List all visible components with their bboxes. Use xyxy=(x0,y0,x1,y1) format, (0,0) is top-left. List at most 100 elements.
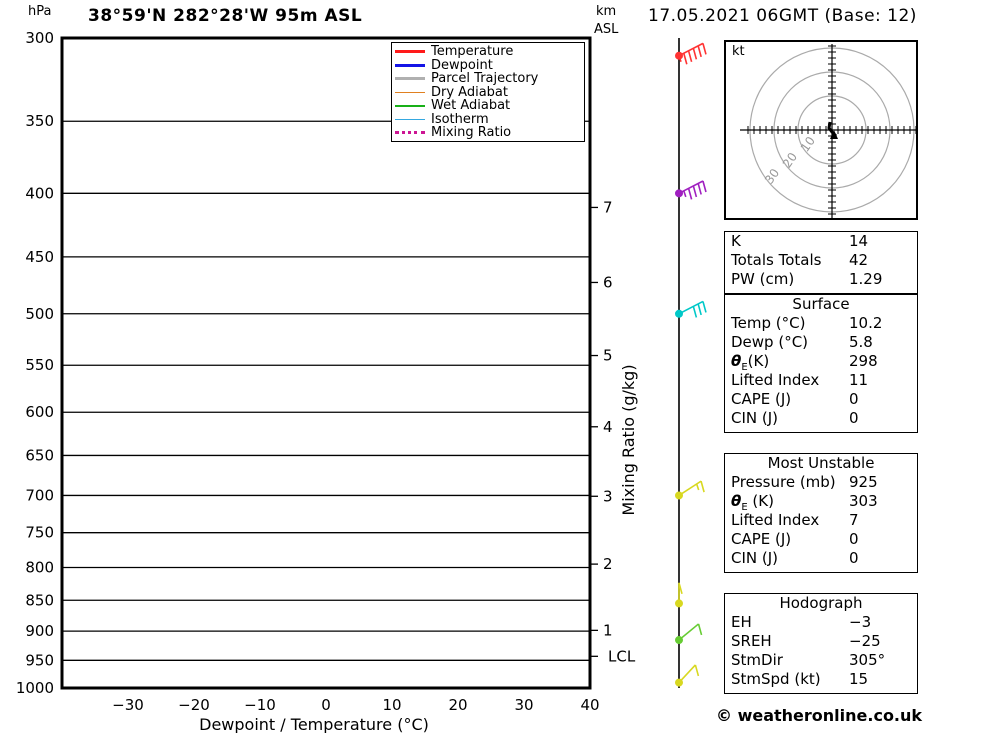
data-row-value: 14 xyxy=(849,232,869,250)
dry-adiabat-line xyxy=(986,38,1000,688)
altitude-tick-label: 4 xyxy=(603,418,613,436)
pressure-tick-label: 400 xyxy=(25,184,54,202)
legend-label: Mixing Ratio xyxy=(431,125,512,141)
data-row-label: Lifted Index xyxy=(731,511,820,529)
data-row: CIN (J) 0 xyxy=(725,549,917,568)
data-row-value: 0 xyxy=(849,409,859,427)
data-row: PW (cm) 1.29 xyxy=(725,270,917,289)
legend-swatch xyxy=(395,91,425,93)
panel-heading: Hodograph xyxy=(779,594,863,612)
pressure-tick-label: 550 xyxy=(25,356,54,374)
pressure-tick-label: 750 xyxy=(25,524,54,542)
legend-swatch xyxy=(395,118,425,120)
data-row-value: 925 xyxy=(849,473,878,491)
data-row: Lifted Index 7 xyxy=(725,511,917,530)
data-row: CAPE (J) 0 xyxy=(725,390,917,409)
data-row: EH −3 xyxy=(725,613,917,632)
pressure-tick-label: 700 xyxy=(25,486,54,504)
pressure-tick-label: 800 xyxy=(25,559,54,577)
data-row: CIN (J) 0 xyxy=(725,409,917,428)
data-row-label: StmSpd (kt) xyxy=(731,670,821,688)
data-row: θE (K) 303 xyxy=(725,492,917,513)
legend-label: Wet Adiabat xyxy=(431,98,511,114)
storm-motion-marker xyxy=(830,130,838,139)
altitude-tick-label: 5 xyxy=(603,347,613,365)
pressure-tick-label: 650 xyxy=(25,446,54,464)
pressure-tick-label: 500 xyxy=(25,305,54,323)
hodograph-ring-label: 20 xyxy=(780,150,800,171)
temperature-tick-label: −30 xyxy=(112,696,144,714)
legend-swatch xyxy=(395,105,425,107)
hodograph-ring-label: 10 xyxy=(798,134,818,155)
plot-background xyxy=(62,38,590,688)
temperature-tick-label: 30 xyxy=(514,696,533,714)
pressure-tick-label: 1000 xyxy=(16,679,54,697)
hodograph-ring-label: 30 xyxy=(762,166,782,187)
data-row: Dewp (°C) 5.8 xyxy=(725,333,917,352)
data-row-value: −25 xyxy=(849,632,881,650)
data-row-value: 10.2 xyxy=(849,314,883,332)
data-row-label: Totals Totals xyxy=(731,251,822,269)
temperature-tick-label: −10 xyxy=(244,696,276,714)
pressure-tick-label: 850 xyxy=(25,591,54,609)
pressure-tick-label: 950 xyxy=(25,651,54,669)
data-row-label: PW (cm) xyxy=(731,270,795,288)
data-row-label: θE (K) xyxy=(731,492,774,513)
hodograph-stats-panel: Hodograph EH −3 SREH −25 StmDir 305° StmSpd (kt… xyxy=(724,593,918,694)
indices-panel: K 14 Totals Totals 42 PW (cm) 1.29 xyxy=(724,231,918,294)
data-row-label: EH xyxy=(731,613,752,631)
legend-item-dewpoint: Dewpoint xyxy=(395,59,581,73)
wind-barb xyxy=(675,582,683,608)
data-row-value: 5.8 xyxy=(849,333,873,351)
data-row-value: 0 xyxy=(849,390,859,408)
hodograph-unit-label: kt xyxy=(732,44,745,59)
wet-adiabat-line xyxy=(920,38,1000,688)
altitude-tick-label: 6 xyxy=(603,273,613,291)
pressure-tick-label: 900 xyxy=(25,622,54,640)
data-row-label: StmDir xyxy=(731,651,783,669)
svg-text:Mixing Ratio (g/kg): Mixing Ratio (g/kg) xyxy=(619,364,638,515)
legend-swatch xyxy=(395,131,425,135)
data-row-value: 305° xyxy=(849,651,886,669)
legend-item-temperature: Temperature xyxy=(395,45,581,59)
legend-label: Isotherm xyxy=(431,111,489,127)
pressure-unit-label: hPa xyxy=(28,4,52,19)
data-row: StmSpd (kt) 15 xyxy=(725,670,917,689)
data-row-label: Dewp (°C) xyxy=(731,333,809,351)
wind-barb xyxy=(675,664,700,687)
pressure-tick-label: 350 xyxy=(25,112,54,130)
pressure-tick-label: 300 xyxy=(25,29,54,47)
data-row-label: CAPE (J) xyxy=(731,530,792,548)
altitude-tick-label: 7 xyxy=(603,198,613,216)
legend-item-mixing-ratio: Mixing Ratio xyxy=(395,126,581,140)
x-axis-label: Dewpoint / Temperature (°C) xyxy=(199,715,429,733)
data-row-value: 11 xyxy=(849,371,869,389)
data-row: θE(K) 298 xyxy=(725,352,917,373)
altitude-unit-label-2: ASL xyxy=(594,22,619,37)
legend-item-wet-adiabat: Wet Adiabat xyxy=(395,99,581,113)
data-row-value: 0 xyxy=(849,530,859,548)
sounding-datetime: 17.05.2021 06GMT (Base: 12) xyxy=(648,6,917,26)
legend-label: Temperature xyxy=(431,44,514,60)
hodograph-box: 10 20 30 kt xyxy=(724,40,918,220)
surface-panel: Surface Temp (°C) 10.2 Dewp (°C) 5.8 θE(K) 298… xyxy=(724,294,918,433)
wind-barb xyxy=(675,42,707,65)
legend-item-dry-adiabat: Dry Adiabat xyxy=(395,86,581,100)
altitude-unit-label-1: km xyxy=(596,4,617,19)
data-row-label: Pressure (mb) xyxy=(731,473,836,491)
legend-label: Parcel Trajectory xyxy=(431,71,539,87)
data-row: Totals Totals 42 xyxy=(725,251,917,270)
temperature-tick-label: 40 xyxy=(580,696,599,714)
data-row: Lifted Index 11 xyxy=(725,371,917,390)
panel-heading: Most Unstable xyxy=(767,454,875,472)
data-row-label: CIN (J) xyxy=(731,409,779,427)
data-row-value: 15 xyxy=(849,670,869,688)
plot-frame xyxy=(60,36,592,690)
wind-barb xyxy=(675,623,703,645)
altitude-tick-label: 1 xyxy=(603,621,613,639)
data-row-label: Lifted Index xyxy=(731,371,820,389)
data-row-label: CIN (J) xyxy=(731,549,779,567)
legend-item-isotherm: Isotherm xyxy=(395,113,581,127)
data-row: K 14 xyxy=(725,232,917,251)
